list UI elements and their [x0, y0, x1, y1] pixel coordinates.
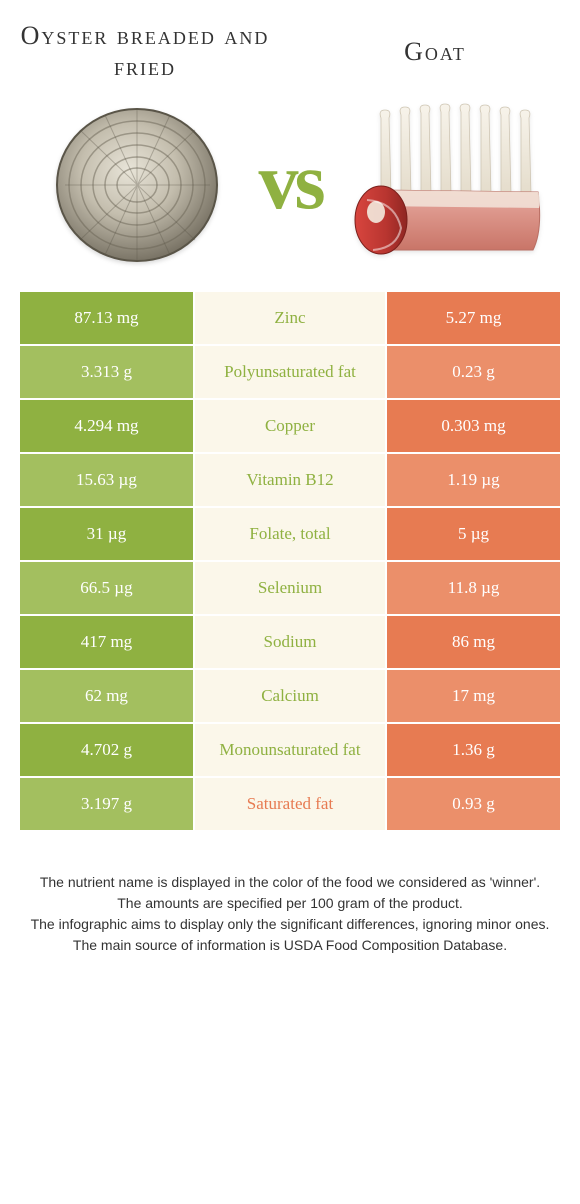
left-value: 87.13 mg: [20, 292, 195, 344]
footer-line: The infographic aims to display only the…: [28, 914, 552, 935]
left-value: 4.702 g: [20, 724, 195, 776]
nutrient-name: Copper: [195, 400, 385, 452]
oyster-icon: [50, 100, 225, 265]
right-value: 86 mg: [385, 616, 560, 668]
right-value: 17 mg: [385, 670, 560, 722]
goat-rack-icon: [343, 100, 543, 265]
food-right-image: [326, 92, 560, 272]
footer-line: The main source of information is USDA F…: [28, 935, 552, 956]
footer-line: The amounts are specified per 100 gram o…: [28, 893, 552, 914]
right-value: 1.36 g: [385, 724, 560, 776]
table-row: 417 mgSodium86 mg: [20, 616, 560, 670]
left-value: 31 µg: [20, 508, 195, 560]
vs-label: vs: [254, 137, 325, 228]
table-row: 4.702 gMonounsaturated fat1.36 g: [20, 724, 560, 778]
right-value: 0.23 g: [385, 346, 560, 398]
right-value: 0.93 g: [385, 778, 560, 830]
images-row: vs: [0, 82, 580, 292]
nutrient-name: Folate, total: [195, 508, 385, 560]
nutrient-name: Selenium: [195, 562, 385, 614]
header-left: Oyster breaded and fried: [0, 20, 290, 82]
table-row: 62 mgCalcium17 mg: [20, 670, 560, 724]
right-value: 11.8 µg: [385, 562, 560, 614]
table-row: 3.197 gSaturated fat0.93 g: [20, 778, 560, 832]
left-value: 417 mg: [20, 616, 195, 668]
nutrient-name: Polyunsaturated fat: [195, 346, 385, 398]
table-row: 87.13 mgZinc5.27 mg: [20, 292, 560, 346]
right-value: 1.19 µg: [385, 454, 560, 506]
nutrient-name: Monounsaturated fat: [195, 724, 385, 776]
table-row: 3.313 gPolyunsaturated fat0.23 g: [20, 346, 560, 400]
food-left-title: Oyster breaded and fried: [0, 20, 290, 82]
nutrient-name: Zinc: [195, 292, 385, 344]
food-right-title: Goat: [386, 36, 484, 67]
left-value: 3.313 g: [20, 346, 195, 398]
footer-line: The nutrient name is displayed in the co…: [28, 872, 552, 893]
table-row: 31 µgFolate, total5 µg: [20, 508, 560, 562]
right-value: 5.27 mg: [385, 292, 560, 344]
left-value: 62 mg: [20, 670, 195, 722]
table-row: 4.294 mgCopper0.303 mg: [20, 400, 560, 454]
food-left-image: [20, 92, 254, 272]
nutrient-name: Calcium: [195, 670, 385, 722]
nutrient-name: Sodium: [195, 616, 385, 668]
left-value: 66.5 µg: [20, 562, 195, 614]
table-row: 15.63 µgVitamin B121.19 µg: [20, 454, 560, 508]
right-value: 0.303 mg: [385, 400, 560, 452]
nutrient-name: Saturated fat: [195, 778, 385, 830]
left-value: 4.294 mg: [20, 400, 195, 452]
header-right: Goat: [290, 20, 580, 82]
header: Oyster breaded and fried Goat: [0, 0, 580, 82]
footer: The nutrient name is displayed in the co…: [0, 832, 580, 956]
right-value: 5 µg: [385, 508, 560, 560]
left-value: 3.197 g: [20, 778, 195, 830]
table-row: 66.5 µgSelenium11.8 µg: [20, 562, 560, 616]
nutrient-name: Vitamin B12: [195, 454, 385, 506]
nutrient-table: 87.13 mgZinc5.27 mg3.313 gPolyunsaturate…: [20, 292, 560, 832]
left-value: 15.63 µg: [20, 454, 195, 506]
